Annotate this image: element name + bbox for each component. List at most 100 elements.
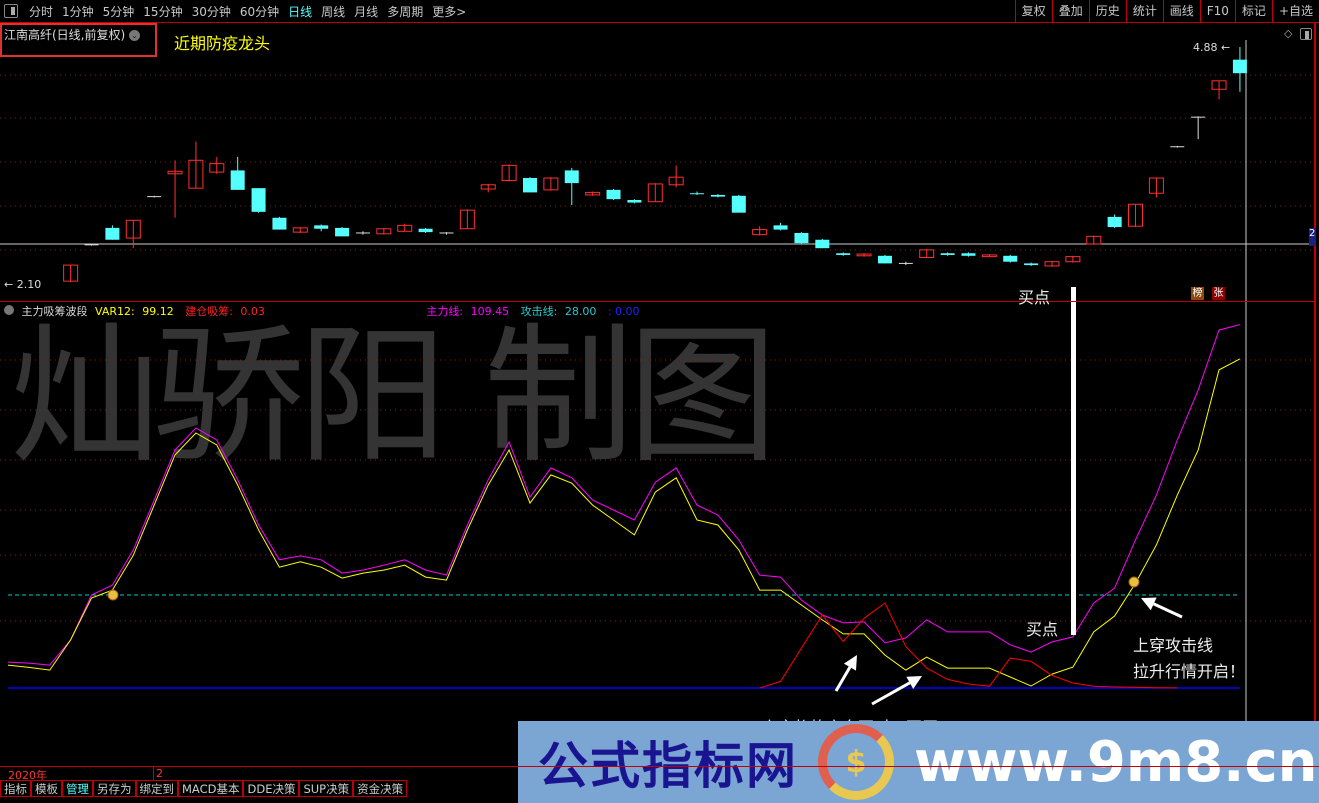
candle-body-down (961, 253, 976, 256)
money-bag-icon (107, 589, 119, 601)
bottom-tab[interactable]: 模板 (31, 781, 62, 797)
arrow-shaft (871, 681, 911, 706)
candle-body-down (1232, 59, 1247, 74)
toolbar-button[interactable]: +自选 (1271, 0, 1319, 23)
candle-body-up (63, 264, 79, 282)
rank-badge[interactable]: 榜 (1191, 287, 1204, 300)
bottom-tab[interactable]: 管理 (62, 781, 93, 797)
period-tab[interactable]: 30分钟 (191, 4, 231, 19)
candle-body-down (877, 255, 892, 264)
panel-toggle-icon[interactable] (4, 4, 18, 18)
candle-body-down (1024, 263, 1039, 266)
site-banner-logo: 公式指标网 $ www.9m8.cn (518, 721, 1319, 803)
candle-body-up (919, 249, 935, 258)
period-tab[interactable]: 5分钟 (102, 4, 135, 19)
candle-body-up (376, 228, 392, 235)
period-tab[interactable]: 更多> (432, 4, 467, 19)
bottom-tab[interactable]: 资金决策 (353, 781, 408, 797)
candle-body-up (856, 253, 872, 257)
period-tab[interactable]: 15分钟 (143, 4, 183, 19)
candle-body-down (794, 232, 809, 244)
period-tab[interactable]: 60分钟 (239, 4, 280, 19)
period-tab[interactable]: 月线 (354, 4, 379, 19)
candle-body-down (335, 227, 350, 237)
candle-body-down (836, 253, 851, 255)
bottom-tab[interactable]: 指标 (0, 781, 31, 797)
build-readout: 建仓吸筹: 0.03 (185, 305, 265, 318)
time-axis: 2020年 2 (0, 766, 1319, 782)
candle-body-up (668, 176, 684, 186)
candle-body-up (1065, 256, 1081, 263)
limit-up-badge[interactable]: 张 (1212, 287, 1225, 300)
candle-body-down (314, 225, 329, 229)
bottom-tab[interactable]: MACD基本 (178, 781, 244, 797)
bottom-tab[interactable]: 另存为 (93, 781, 136, 797)
arrow-shaft (834, 666, 852, 692)
build-line-series (759, 602, 1178, 689)
candle-body-down (418, 228, 433, 233)
candle-body-down (815, 239, 830, 249)
var12-line-series (7, 358, 1241, 687)
toolbar-button[interactable]: 历史 (1088, 0, 1126, 23)
candle-body-down (710, 194, 725, 197)
candle-body-down (272, 217, 287, 230)
candle-body-down (606, 189, 621, 200)
chevron-down-icon[interactable]: ⌄ (129, 30, 141, 41)
toolbar-button[interactable]: 画线 (1162, 0, 1200, 23)
stock-title: 江南高纤(日线,前复权) (4, 28, 126, 42)
bottom-tab[interactable]: DDE决策 (243, 781, 300, 797)
period-tab[interactable]: 分时 (29, 4, 54, 19)
candle-body-up (1086, 235, 1102, 245)
arrow-icon (906, 676, 922, 689)
toolbar-button[interactable]: 标记 (1234, 0, 1272, 23)
period-tab[interactable]: 日线 (288, 4, 313, 19)
main-line-series (7, 324, 1241, 666)
candle-body-down (1107, 216, 1122, 228)
period-tab[interactable]: 周线 (321, 4, 346, 19)
candle-body-up (585, 191, 601, 196)
candle-body-down (564, 170, 579, 184)
candle-body-up (1211, 80, 1227, 90)
candle-body-up (397, 224, 413, 232)
candle-body-down (105, 227, 120, 240)
candle-body-up (981, 254, 997, 258)
buy-point-bar (1071, 287, 1076, 635)
period-tab[interactable]: 多周期 (387, 4, 424, 19)
arrow-shaft (1153, 602, 1183, 619)
candle-body-up (459, 209, 475, 230)
candle-body-down (1003, 255, 1018, 262)
year-label: 2020年 (8, 769, 47, 782)
candle-body-down (940, 253, 955, 255)
window-toggle-icon[interactable] (1300, 28, 1312, 40)
money-bag-icon (1128, 576, 1140, 588)
banner-url: www.9m8.cn (914, 729, 1318, 795)
arrow-icon (1141, 597, 1157, 611)
bottom-tab[interactable]: SUP决策 (299, 781, 354, 797)
candle-body-up (188, 159, 204, 189)
bottom-tab[interactable]: 绑定到 (135, 781, 178, 797)
candle-body-up (1044, 261, 1060, 267)
diamond-icon[interactable]: ◇ (1284, 27, 1293, 40)
toolbar-button[interactable]: 统计 (1125, 0, 1163, 23)
site-logo-icon: $ (818, 724, 894, 800)
toolbar-button[interactable]: 复权 (1014, 0, 1052, 23)
right-axis-label: 2 (1309, 228, 1316, 246)
candle-body-up (752, 229, 768, 236)
period-tab[interactable]: 1分钟 (62, 4, 94, 19)
candle-body-down (627, 200, 642, 203)
max-price-label: 4.88 ← (1193, 41, 1231, 54)
toolbar-button[interactable]: 叠加 (1051, 0, 1089, 23)
candle-body-down (731, 195, 746, 213)
var12-readout: VAR12: 99.12 (95, 305, 174, 318)
attack-line-readout: 攻击线: 28.00 (520, 305, 597, 318)
candle-body-up (480, 184, 496, 190)
toolbar-button[interactable]: F10 (1199, 0, 1235, 23)
annotation-rally-start: 拉升行情开启！ (1133, 662, 1246, 681)
chevron-down-icon[interactable] (4, 305, 14, 315)
stock-title-box[interactable]: 江南高纤(日线,前复权) ⌄ (0, 23, 157, 57)
candle-body-up (167, 170, 183, 175)
candle-body-up (647, 183, 663, 203)
min-price-label: ← 2.10 (4, 278, 42, 291)
indicator-header: 主力吸筹波段 VAR12: 99.12 建仓吸筹: 0.03 主力线: 109.… (4, 303, 644, 319)
